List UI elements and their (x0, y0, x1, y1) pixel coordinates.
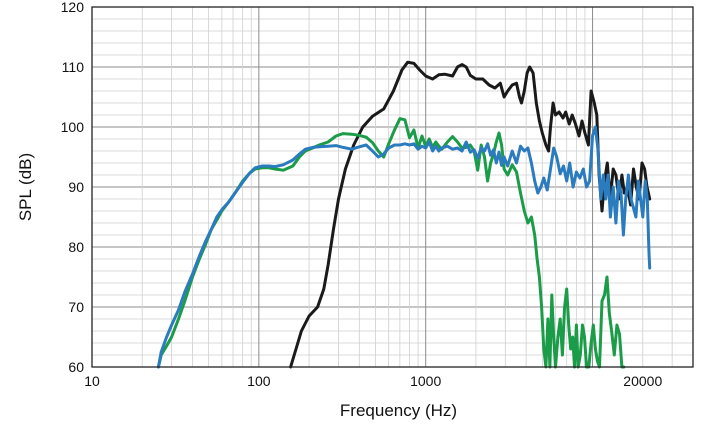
y-tick-label: 110 (62, 59, 85, 75)
x-axis-ticks: 10 100 1000 20000 (84, 373, 662, 389)
y-tick-label: 100 (61, 119, 85, 135)
y-axis-ticks: 60 70 80 90 100 110 120 (61, 0, 85, 375)
y-tick-label: 90 (68, 179, 84, 195)
plot-frame (91, 6, 694, 368)
y-tick-label: 120 (61, 0, 85, 15)
x-axis-label: Frequency (Hz) (340, 401, 457, 420)
series-line-3 (156, 125, 652, 369)
y-axis-label: SPL (dB) (16, 153, 35, 221)
y-tick-label: 70 (68, 299, 84, 315)
x-tick-label: 1000 (410, 373, 441, 389)
y-tick-label: 60 (68, 359, 84, 375)
series-line-2 (156, 117, 626, 369)
x-tick-label: 10 (84, 373, 100, 389)
chart-series (156, 60, 652, 369)
x-tick-label: 100 (247, 373, 271, 389)
x-tick-label: 20000 (623, 373, 662, 389)
y-tick-label: 80 (68, 239, 84, 255)
series-line-1 (289, 60, 652, 369)
